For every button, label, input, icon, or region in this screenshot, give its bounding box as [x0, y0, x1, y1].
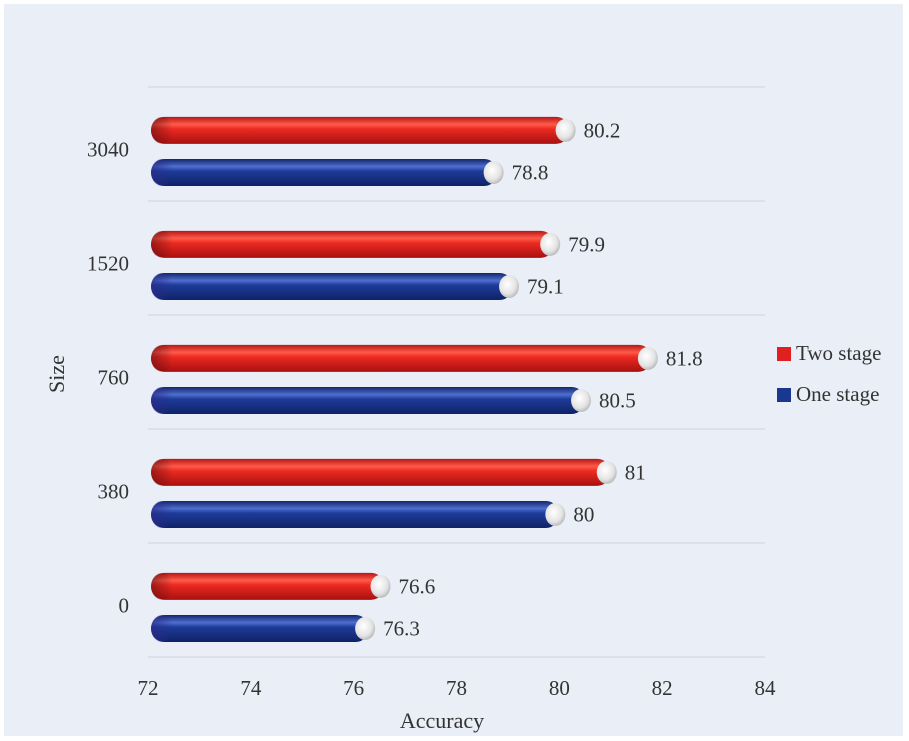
value-label-two-stage-0: 76.6 — [399, 574, 436, 598]
bar-end-cap — [483, 161, 504, 184]
bar-chart: 76.6 76.3 81 80 81.8 80.5 79.979.1 80.2 78.8 0 38… — [44, 86, 881, 733]
legend-label-one-stage: One stage — [796, 382, 879, 406]
value-label-one-stage-0: 76.3 — [383, 617, 420, 641]
y-axis-title: Size — [44, 355, 69, 393]
bar-body — [151, 273, 514, 300]
x-tick-label-78: 78 — [446, 676, 467, 700]
value-label-one-stage-3040: 78.8 — [512, 161, 549, 185]
bar-one-stage-760 — [151, 387, 592, 414]
bar-body — [151, 116, 570, 144]
bar-body — [151, 458, 611, 486]
y-tick-label-1520: 1520 — [87, 252, 129, 276]
bar-body — [151, 615, 370, 642]
bar-end-cap — [596, 460, 617, 484]
value-label-two-stage-380: 81 — [625, 460, 646, 484]
bar-two-stage-380 — [151, 458, 617, 486]
bar-end-cap — [370, 574, 391, 598]
x-tick-label-76: 76 — [343, 676, 364, 700]
x-tick-label-80: 80 — [549, 676, 570, 700]
x-tick-labels: 72 74 76 78 80 82 84 — [138, 676, 777, 700]
bar-body — [151, 344, 652, 372]
bar-body — [151, 501, 560, 528]
bar-start-shade — [151, 159, 173, 186]
y-tick-label-760: 760 — [98, 366, 130, 390]
bar-body — [151, 230, 555, 258]
y-tick-labels: 0 380 760 1520 3040 — [87, 138, 129, 618]
bar-start-shade — [151, 501, 173, 528]
x-tick-label-72: 72 — [138, 676, 159, 700]
bar-start-shade — [151, 572, 173, 600]
bar-start-shade — [151, 615, 173, 642]
x-axis-title: Accuracy — [400, 708, 484, 733]
bar-start-shade — [151, 273, 173, 300]
legend-item-two-stage: Two stage — [777, 341, 881, 365]
bar-two-stage-760 — [151, 344, 658, 372]
bar-one-stage-1520 — [151, 273, 520, 300]
bar-start-shade — [151, 458, 173, 486]
bars — [151, 116, 658, 642]
legend-label-two-stage: Two stage — [796, 341, 881, 365]
bar-two-stage-0 — [151, 572, 391, 600]
bar-start-shade — [151, 116, 173, 144]
bar-end-cap — [545, 503, 566, 526]
y-tick-label-0: 0 — [119, 594, 130, 618]
value-label-one-stage-380: 80 — [573, 503, 594, 527]
y-tick-label-380: 380 — [98, 480, 130, 504]
grid-lines — [148, 86, 765, 658]
bar-body — [151, 159, 498, 186]
bar-end-cap — [355, 617, 376, 640]
legend-item-one-stage: One stage — [777, 382, 879, 406]
bar-end-cap — [637, 346, 658, 370]
value-label-two-stage-760: 81.8 — [666, 346, 703, 370]
bar-end-cap — [499, 275, 520, 298]
value-label-one-stage-760: 80.5 — [599, 389, 636, 413]
bar-two-stage-3040 — [151, 116, 576, 144]
chart-area: 76.6 76.3 81 80 81.8 80.5 79.9 79.1 80.2 78.8 0 38… — [4, 4, 903, 736]
x-tick-label-74: 74 — [240, 676, 262, 700]
bar-body — [151, 572, 385, 600]
bar-one-stage-0 — [151, 615, 376, 642]
bar-end-cap — [571, 389, 592, 412]
bar-body — [151, 387, 586, 414]
legend-swatch-two-stage — [777, 347, 791, 361]
bar-one-stage-3040 — [151, 159, 504, 186]
legend: Two stage One stage — [777, 341, 881, 406]
bar-start-shade — [151, 230, 173, 258]
value-label-two-stage-1520: 79.9 — [568, 232, 605, 256]
legend-swatch-one-stage — [777, 388, 791, 402]
bar-end-cap — [540, 232, 561, 256]
value-labels: 76.6 76.3 81 80 81.8 80.5 79.979.1 80.2 78.8 — [383, 118, 703, 640]
value-label-two-stage-3040: 80.2 — [584, 118, 621, 142]
bar-one-stage-380 — [151, 501, 566, 528]
bar-end-cap — [555, 118, 576, 142]
x-tick-label-82: 82 — [652, 676, 673, 700]
x-tick-label-84: 84 — [755, 676, 777, 700]
bar-two-stage-1520 — [151, 230, 561, 258]
bar-start-shade — [151, 387, 173, 414]
value-label-one-stage-1520: 79.1 — [527, 275, 564, 299]
bar-start-shade — [151, 344, 173, 372]
y-tick-label-3040: 3040 — [87, 138, 129, 162]
